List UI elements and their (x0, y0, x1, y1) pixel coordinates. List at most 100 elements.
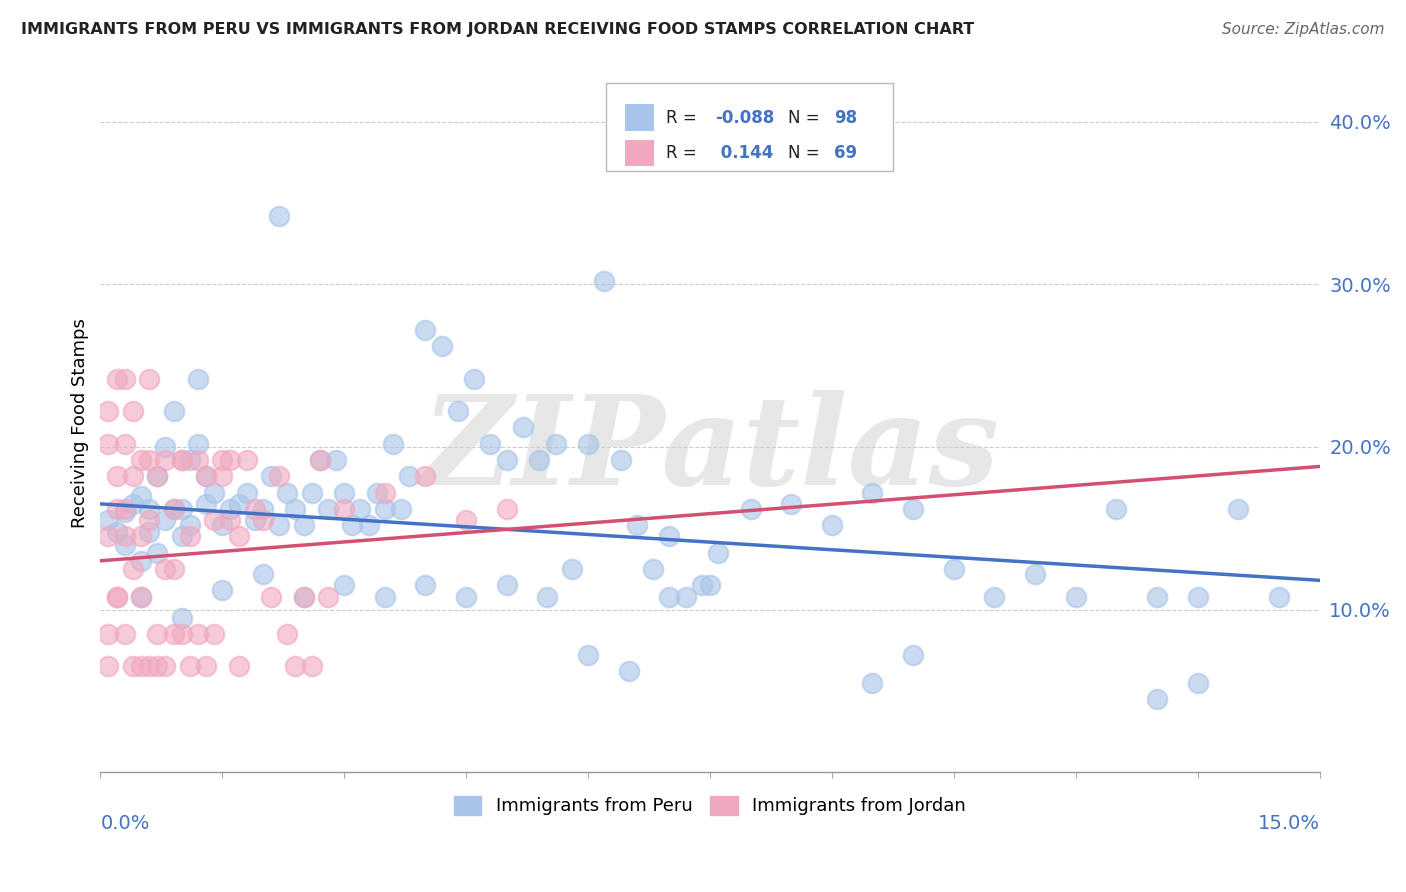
Point (146, 469, 169, 483)
Point (276, 485, 298, 500)
Point (155, 453, 177, 467)
Point (202, 627, 225, 641)
Point (162, 501, 184, 516)
Point (97, 659, 120, 673)
Point (228, 659, 250, 673)
Point (195, 469, 218, 483)
Point (641, 562, 664, 576)
Point (129, 554, 152, 568)
Point (333, 501, 356, 516)
Point (1105, 501, 1128, 516)
Text: Source: ZipAtlas.com: Source: ZipAtlas.com (1222, 22, 1385, 37)
Point (415, 469, 437, 483)
Point (114, 505, 136, 519)
Point (162, 627, 184, 641)
Point (456, 590, 478, 604)
Point (138, 453, 160, 467)
Point (105, 469, 128, 483)
Point (1187, 590, 1209, 604)
Point (179, 529, 201, 543)
Point (269, 518, 291, 533)
Point (228, 497, 250, 511)
Point (292, 590, 315, 604)
Point (536, 590, 558, 604)
Point (146, 659, 169, 673)
Point (389, 501, 412, 516)
Point (333, 485, 356, 500)
Point (138, 372, 160, 386)
Point (495, 501, 517, 516)
Point (374, 501, 396, 516)
Point (821, 518, 844, 533)
Point (357, 518, 380, 533)
Point (146, 469, 169, 483)
Point (243, 501, 266, 516)
Point (170, 501, 193, 516)
Point (114, 537, 136, 551)
Point (129, 659, 152, 673)
Point (129, 529, 152, 543)
Point (235, 485, 257, 500)
Point (1227, 501, 1250, 516)
Point (333, 578, 356, 592)
Point (252, 513, 274, 527)
Point (97, 513, 120, 527)
Point (269, 469, 291, 483)
Point (862, 485, 884, 500)
Point (308, 453, 330, 467)
Point (138, 524, 160, 539)
Point (121, 497, 143, 511)
Point (495, 453, 517, 467)
Point (138, 659, 160, 673)
Text: 69: 69 (834, 144, 858, 162)
Point (284, 501, 307, 516)
Point (146, 627, 169, 641)
Point (374, 590, 396, 604)
Point (415, 578, 437, 592)
Point (292, 518, 315, 533)
Legend: Immigrants from Peru, Immigrants from Jordan: Immigrants from Peru, Immigrants from Jo… (447, 789, 973, 822)
Point (561, 562, 583, 576)
Point (301, 485, 323, 500)
Point (105, 590, 128, 604)
Point (1064, 590, 1087, 604)
Point (349, 501, 371, 516)
Point (269, 209, 291, 223)
Point (129, 453, 152, 467)
Point (121, 404, 143, 418)
Point (138, 513, 160, 527)
Y-axis label: Receiving Food Stamps: Receiving Food Stamps (72, 318, 89, 527)
Point (138, 501, 160, 516)
Point (114, 529, 136, 543)
Point (97, 529, 120, 543)
Point (195, 469, 218, 483)
Point (495, 578, 517, 592)
Text: 0.144: 0.144 (714, 144, 773, 162)
Point (202, 485, 225, 500)
Point (105, 501, 128, 516)
Point (456, 513, 478, 527)
Point (366, 485, 388, 500)
Text: -0.088: -0.088 (714, 109, 775, 127)
Point (301, 659, 323, 673)
Point (170, 611, 193, 625)
Point (211, 583, 233, 598)
FancyBboxPatch shape (624, 140, 654, 166)
Text: 98: 98 (834, 109, 858, 127)
Point (219, 513, 242, 527)
Point (342, 518, 364, 533)
Point (690, 578, 713, 592)
Point (276, 627, 298, 641)
Text: 15.0%: 15.0% (1257, 814, 1319, 833)
Point (121, 562, 143, 576)
Point (97, 404, 120, 418)
Point (479, 436, 502, 450)
Point (308, 453, 330, 467)
Point (1268, 590, 1291, 604)
Point (97, 627, 120, 641)
FancyBboxPatch shape (624, 104, 654, 131)
Point (114, 372, 136, 386)
Point (235, 453, 257, 467)
Point (243, 513, 266, 527)
Point (211, 453, 233, 467)
